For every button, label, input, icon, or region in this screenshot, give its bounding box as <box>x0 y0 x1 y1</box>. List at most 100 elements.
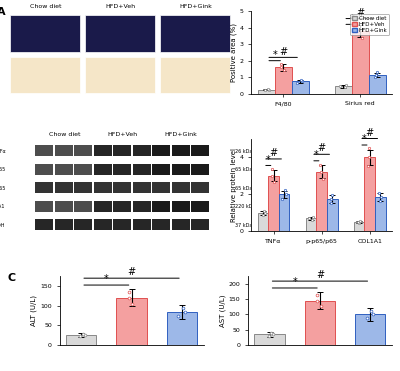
Point <box>320 176 326 182</box>
Text: *: * <box>349 13 354 23</box>
Text: C: C <box>8 273 16 283</box>
Point <box>373 72 379 78</box>
Y-axis label: Relative protein level: Relative protein level <box>231 148 237 222</box>
Text: #: # <box>366 128 374 138</box>
Point <box>269 173 276 179</box>
Text: #: # <box>316 270 324 280</box>
FancyBboxPatch shape <box>94 201 112 212</box>
FancyBboxPatch shape <box>94 145 112 156</box>
FancyBboxPatch shape <box>94 164 112 175</box>
Text: HFD+Gink: HFD+Gink <box>179 4 212 10</box>
FancyBboxPatch shape <box>152 182 170 193</box>
Point <box>266 86 272 92</box>
Point <box>298 77 304 83</box>
FancyBboxPatch shape <box>172 219 190 230</box>
Point <box>329 192 336 198</box>
Point <box>278 64 284 70</box>
Text: *: * <box>314 150 319 160</box>
FancyBboxPatch shape <box>172 164 190 175</box>
Text: 37 kDa: 37 kDa <box>235 223 253 228</box>
Bar <box>306 219 316 232</box>
FancyBboxPatch shape <box>113 145 132 156</box>
Point <box>265 333 272 339</box>
FancyBboxPatch shape <box>191 201 210 212</box>
Point <box>262 87 269 93</box>
Point <box>306 216 312 221</box>
FancyBboxPatch shape <box>132 201 151 212</box>
Point <box>129 301 136 306</box>
Text: A: A <box>0 7 5 17</box>
Bar <box>116 298 147 345</box>
FancyBboxPatch shape <box>35 219 53 230</box>
Point <box>299 78 306 84</box>
FancyBboxPatch shape <box>74 145 92 156</box>
FancyBboxPatch shape <box>132 182 151 193</box>
Point <box>262 210 268 216</box>
Point <box>309 217 315 223</box>
Bar <box>254 334 285 345</box>
Point <box>278 61 284 67</box>
Bar <box>364 157 375 232</box>
Point <box>281 187 288 193</box>
Point <box>374 69 380 75</box>
Point <box>341 84 348 90</box>
Point <box>264 86 271 92</box>
Point <box>261 208 267 214</box>
Bar <box>258 213 268 232</box>
Point <box>175 313 182 319</box>
FancyBboxPatch shape <box>35 164 53 175</box>
Point <box>366 154 372 160</box>
FancyBboxPatch shape <box>132 164 151 175</box>
Point <box>356 218 363 224</box>
Text: p-p65: p-p65 <box>0 167 6 172</box>
Text: #: # <box>318 143 326 153</box>
Bar <box>355 315 386 345</box>
Point <box>370 312 376 318</box>
Bar <box>316 172 327 232</box>
FancyBboxPatch shape <box>85 15 155 52</box>
Point <box>294 80 300 86</box>
FancyBboxPatch shape <box>54 145 73 156</box>
Point <box>180 305 186 311</box>
Text: #: # <box>356 8 364 18</box>
Text: 220 kDa: 220 kDa <box>235 204 256 209</box>
FancyBboxPatch shape <box>74 182 92 193</box>
Point <box>259 212 266 218</box>
Text: *: * <box>104 274 109 284</box>
Text: 26 kDa: 26 kDa <box>235 149 253 154</box>
Bar <box>292 81 308 94</box>
FancyBboxPatch shape <box>54 219 73 230</box>
Text: *: * <box>362 134 367 144</box>
Text: TNFα: TNFα <box>0 149 6 154</box>
FancyBboxPatch shape <box>113 164 132 175</box>
Y-axis label: ALT (U/L): ALT (U/L) <box>31 295 38 326</box>
FancyBboxPatch shape <box>54 164 73 175</box>
FancyBboxPatch shape <box>113 219 132 230</box>
Bar <box>352 31 369 94</box>
Point <box>317 162 324 168</box>
FancyBboxPatch shape <box>74 164 92 175</box>
Legend: Chow diet, HFD+Veh, HFD+Gink: Chow diet, HFD+Veh, HFD+Gink <box>350 14 389 35</box>
Y-axis label: AST (U/L): AST (U/L) <box>219 294 226 327</box>
Point <box>80 331 86 337</box>
Point <box>126 295 132 301</box>
Point <box>282 191 289 197</box>
Text: *: * <box>266 155 271 164</box>
Bar <box>327 199 338 232</box>
Point <box>376 190 382 196</box>
Text: #: # <box>128 267 136 277</box>
Point <box>318 303 324 309</box>
FancyBboxPatch shape <box>113 201 132 212</box>
Bar <box>268 176 279 232</box>
Text: Chow diet: Chow diet <box>30 4 61 10</box>
Point <box>359 36 366 42</box>
FancyBboxPatch shape <box>191 164 210 175</box>
Point <box>356 220 362 226</box>
Text: COL1A1: COL1A1 <box>0 204 6 209</box>
FancyBboxPatch shape <box>132 145 151 156</box>
FancyBboxPatch shape <box>54 182 73 193</box>
Bar <box>305 301 335 345</box>
Y-axis label: Positive area (%): Positive area (%) <box>230 23 237 82</box>
Point <box>366 145 372 151</box>
FancyBboxPatch shape <box>191 182 210 193</box>
